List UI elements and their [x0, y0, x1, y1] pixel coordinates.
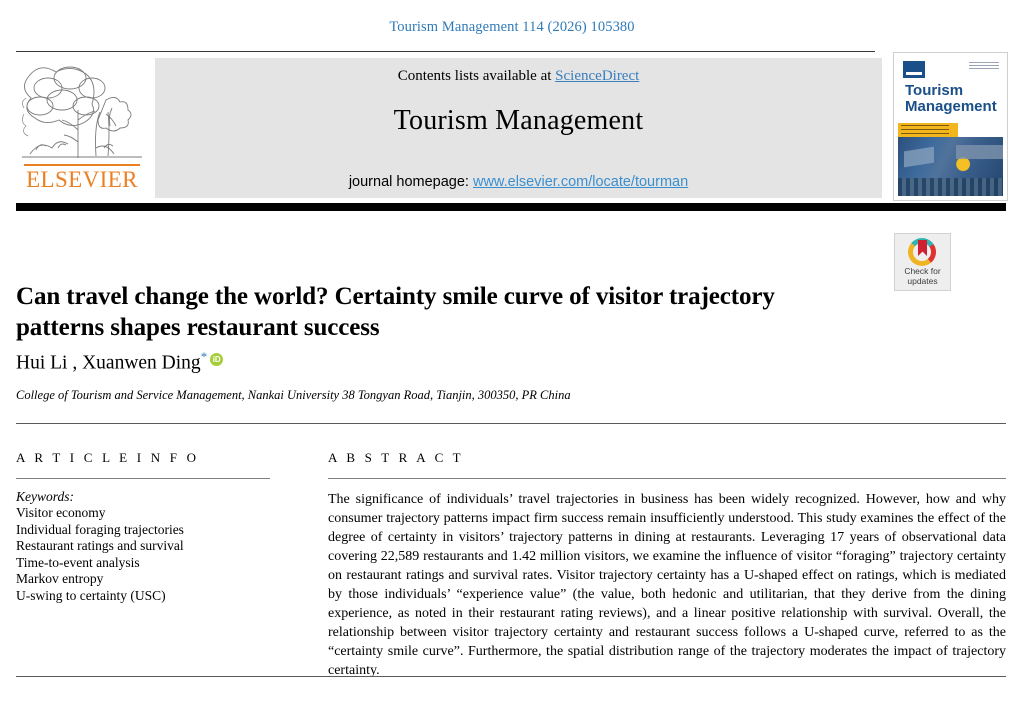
- journal-cover-artwork: Tourism Management: [898, 57, 1003, 196]
- running-head-journal-citation: Tourism Management 114 (2026) 105380: [389, 19, 635, 35]
- cover-title-line-1: Tourism: [905, 82, 964, 99]
- header-divider-rule: [16, 51, 875, 52]
- journal-homepage-label: journal homepage:: [348, 174, 473, 190]
- cover-photograph: [898, 137, 1003, 196]
- author-names: Hui Li , Xuanwen Ding: [16, 352, 201, 374]
- contents-lists-prefix: Contents lists available at: [397, 68, 556, 84]
- abstract-text: The significance of individuals’ travel …: [328, 492, 1006, 679]
- elsevier-tree-icon: [22, 66, 142, 158]
- abstract-heading-rule: [328, 478, 1006, 479]
- crossmark-bookmark-icon: [918, 240, 927, 256]
- author-list: Hui Li , Xuanwen Ding*: [16, 349, 716, 374]
- elsevier-logo[interactable]: ELSEVIER: [16, 58, 148, 198]
- cover-issn-block: [969, 62, 999, 71]
- crossmark-check-for-updates-badge[interactable]: Check for updates: [894, 233, 951, 291]
- article-info-column: A R T I C L E I N F O Keywords: Visitor …: [16, 450, 272, 604]
- elsevier-wordmark: ELSEVIER: [26, 167, 138, 192]
- elsevier-wordmark-rule: [24, 164, 140, 166]
- abstract-heading: A B S T R A C T: [328, 450, 464, 465]
- journal-homepage-line: journal homepage: www.elsevier.com/locat…: [155, 174, 882, 190]
- crossmark-label-line-1: Check for: [904, 266, 941, 276]
- journal-banner: ELSEVIER Contents lists available at Sci…: [16, 52, 1008, 201]
- journal-title: Tourism Management: [393, 105, 644, 136]
- content-top-rule: [16, 423, 1006, 424]
- keyword-item: Restaurant ratings and survival: [16, 538, 184, 554]
- corresponding-author-marker: *: [200, 349, 208, 364]
- keyword-item: Visitor economy: [16, 505, 106, 521]
- article-info-heading-rule: [16, 478, 270, 479]
- cover-band-text-lines: [901, 125, 949, 134]
- cover-title-line-2: Management: [905, 98, 997, 116]
- keyword-item: Individual foraging trajectories: [16, 521, 184, 537]
- page-title: Can travel change the world? Certainty s…: [16, 282, 775, 342]
- keyword-item: Time-to-event analysis: [16, 554, 140, 570]
- article-info-heading: A R T I C L E I N F O: [16, 450, 200, 465]
- crossmark-label: Check for updates: [895, 266, 950, 287]
- crossmark-label-line-2: updates: [907, 275, 938, 286]
- keyword-item: Markov entropy: [16, 571, 104, 587]
- sciencedirect-link[interactable]: ScienceDirect: [555, 68, 640, 84]
- cover-photo-highlight: [956, 145, 1003, 159]
- author-affiliation: College of Tourism and Service Managemen…: [16, 388, 571, 402]
- abstract-column: A B S T R A C T The significance of indi…: [328, 450, 1006, 680]
- keywords-list: Visitor economy Individual foraging traj…: [16, 505, 272, 604]
- keywords-label: Keywords:: [16, 489, 74, 504]
- orcid-id-icon[interactable]: [210, 352, 224, 366]
- banner-bottom-thick-rule: [16, 203, 1006, 211]
- journal-banner-panel: Contents lists available at ScienceDirec…: [155, 58, 882, 198]
- journal-homepage-link[interactable]: www.elsevier.com/locate/tourman: [472, 174, 689, 190]
- cover-journal-title: Tourism Management: [905, 82, 1001, 116]
- elsevier-mark-icon: [903, 61, 925, 78]
- keyword-item: U-swing to certainty (USC): [16, 587, 166, 603]
- content-bottom-rule: [16, 676, 1006, 677]
- contents-lists-line: Contents lists available at ScienceDirec…: [155, 68, 882, 85]
- journal-cover-thumbnail[interactable]: Tourism Management: [893, 52, 1008, 201]
